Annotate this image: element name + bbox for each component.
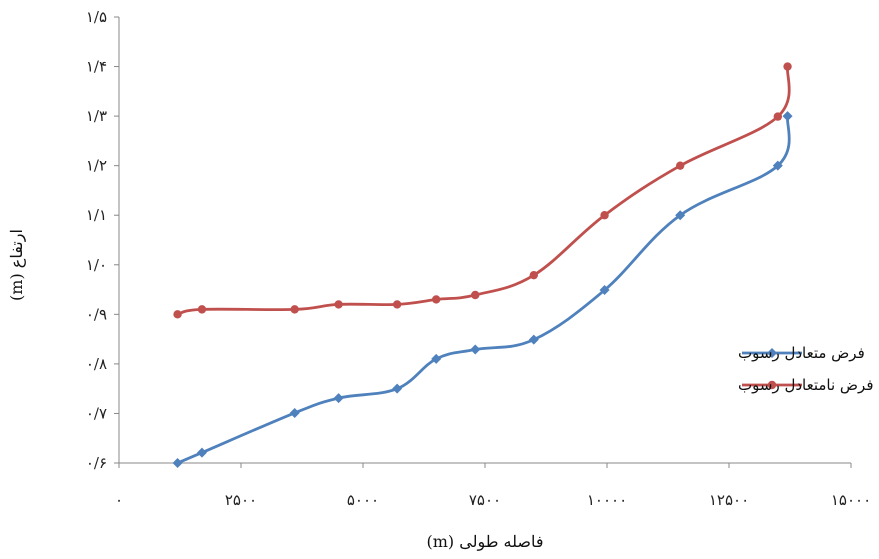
- data-point: [772, 160, 783, 171]
- data-point: [290, 305, 299, 314]
- data-point: [431, 353, 442, 364]
- x-tick-label: ۰: [115, 491, 123, 509]
- y-tick-label: ۱/۱: [86, 206, 107, 224]
- x-tick-label: ۲۵۰۰: [225, 491, 257, 509]
- legend-swatch-marker: [767, 380, 777, 390]
- data-point: [783, 62, 792, 71]
- y-tick-label: ۰/۷: [86, 404, 107, 422]
- y-tick-label: ۱/۰: [86, 256, 107, 274]
- y-tick-label: ۰/۸: [86, 355, 107, 373]
- data-point: [599, 285, 610, 296]
- legend-item: فرض متعادل رسوب: [738, 344, 865, 362]
- y-tick-label: ۱/۴: [86, 58, 107, 76]
- legend-label: فرض نامتعادل رسوب: [738, 376, 874, 394]
- data-point: [528, 334, 539, 345]
- data-point: [392, 383, 403, 394]
- legend-item: فرض نامتعادل رسوب: [738, 376, 874, 394]
- x-tick-label: ۵۰۰۰: [347, 491, 379, 509]
- y-tick-label: ۱/۳: [86, 107, 107, 125]
- data-point: [432, 295, 441, 304]
- data-point: [173, 310, 182, 319]
- series-layer: [172, 62, 793, 468]
- data-point: [197, 305, 207, 314]
- y-tick-label: ۰/۹: [86, 305, 107, 323]
- data-point: [600, 211, 609, 220]
- data-point: [289, 407, 300, 418]
- data-point: [782, 111, 793, 122]
- legend-swatch-marker: [767, 348, 777, 358]
- data-point: [196, 447, 207, 458]
- series-line: [177, 115, 791, 465]
- y-axis-title: ارتفاع (m): [7, 229, 26, 301]
- data-point: [333, 393, 344, 404]
- y-tick-label: ۱/۵: [86, 8, 107, 26]
- x-tick-label: ۱۲۵۰۰: [709, 491, 749, 509]
- data-point: [470, 344, 481, 355]
- data-point: [392, 300, 402, 309]
- series-line: [177, 66, 791, 316]
- data-point: [334, 300, 343, 309]
- x-tick-label: ۱۰۰۰۰: [587, 491, 627, 509]
- data-point: [529, 270, 538, 280]
- data-point: [773, 112, 782, 121]
- x-tick-label: ۷۵۰۰: [469, 491, 501, 509]
- y-tick-label: ۰/۶: [86, 454, 107, 472]
- y-tick-label: ۱/۲: [86, 157, 107, 175]
- x-axis-title: فاصله طولی (m): [426, 532, 543, 551]
- data-point: [676, 161, 685, 170]
- axes: ۰/۶ ۰/۷ ۰/۸ ۰/۹ ۱/۰ ۱/۱ ۱/۲ ۱/۳ ۱/۴ ۱/۵ ۰ ۲۵۰۰ ۵۰۰۰ ۷…: [86, 8, 871, 509]
- x-tick-label: ۱۵۰۰۰: [831, 491, 871, 509]
- legend-label: فرض متعادل رسوب: [738, 344, 865, 362]
- legend: فرض متعادل رسوب فرض نامتعادل رسوب: [738, 344, 874, 394]
- series-1: [172, 111, 793, 468]
- series-2: [173, 62, 792, 319]
- data-point: [172, 458, 183, 468]
- data-point: [471, 290, 480, 300]
- data-point: [675, 210, 686, 221]
